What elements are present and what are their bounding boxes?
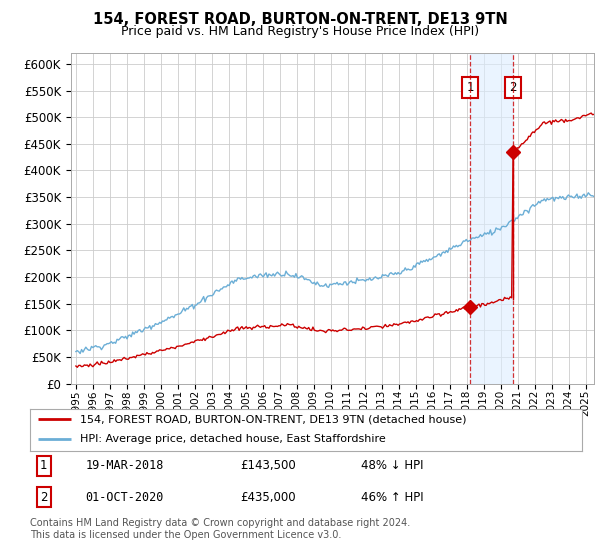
Bar [470, 53, 514, 384]
Text: 2: 2 [40, 491, 47, 504]
Text: 2: 2 [509, 81, 517, 94]
Text: £435,000: £435,000 [240, 491, 295, 504]
Text: 154, FOREST ROAD, BURTON-ON-TRENT, DE13 9TN: 154, FOREST ROAD, BURTON-ON-TRENT, DE13 … [92, 12, 508, 27]
Text: 154, FOREST ROAD, BURTON-ON-TRENT, DE13 9TN (detached house): 154, FOREST ROAD, BURTON-ON-TRENT, DE13 … [80, 414, 466, 424]
Text: 46% ↑ HPI: 46% ↑ HPI [361, 491, 424, 504]
Text: 19-MAR-2018: 19-MAR-2018 [85, 459, 164, 472]
Text: 48% ↓ HPI: 48% ↓ HPI [361, 459, 424, 472]
Text: Price paid vs. HM Land Registry's House Price Index (HPI): Price paid vs. HM Land Registry's House … [121, 25, 479, 38]
Text: 1: 1 [466, 81, 474, 94]
Text: 01-OCT-2020: 01-OCT-2020 [85, 491, 164, 504]
Text: Contains HM Land Registry data © Crown copyright and database right 2024.
This d: Contains HM Land Registry data © Crown c… [30, 518, 410, 540]
Text: £143,500: £143,500 [240, 459, 296, 472]
Text: 1: 1 [40, 459, 47, 472]
Text: HPI: Average price, detached house, East Staffordshire: HPI: Average price, detached house, East… [80, 434, 385, 444]
